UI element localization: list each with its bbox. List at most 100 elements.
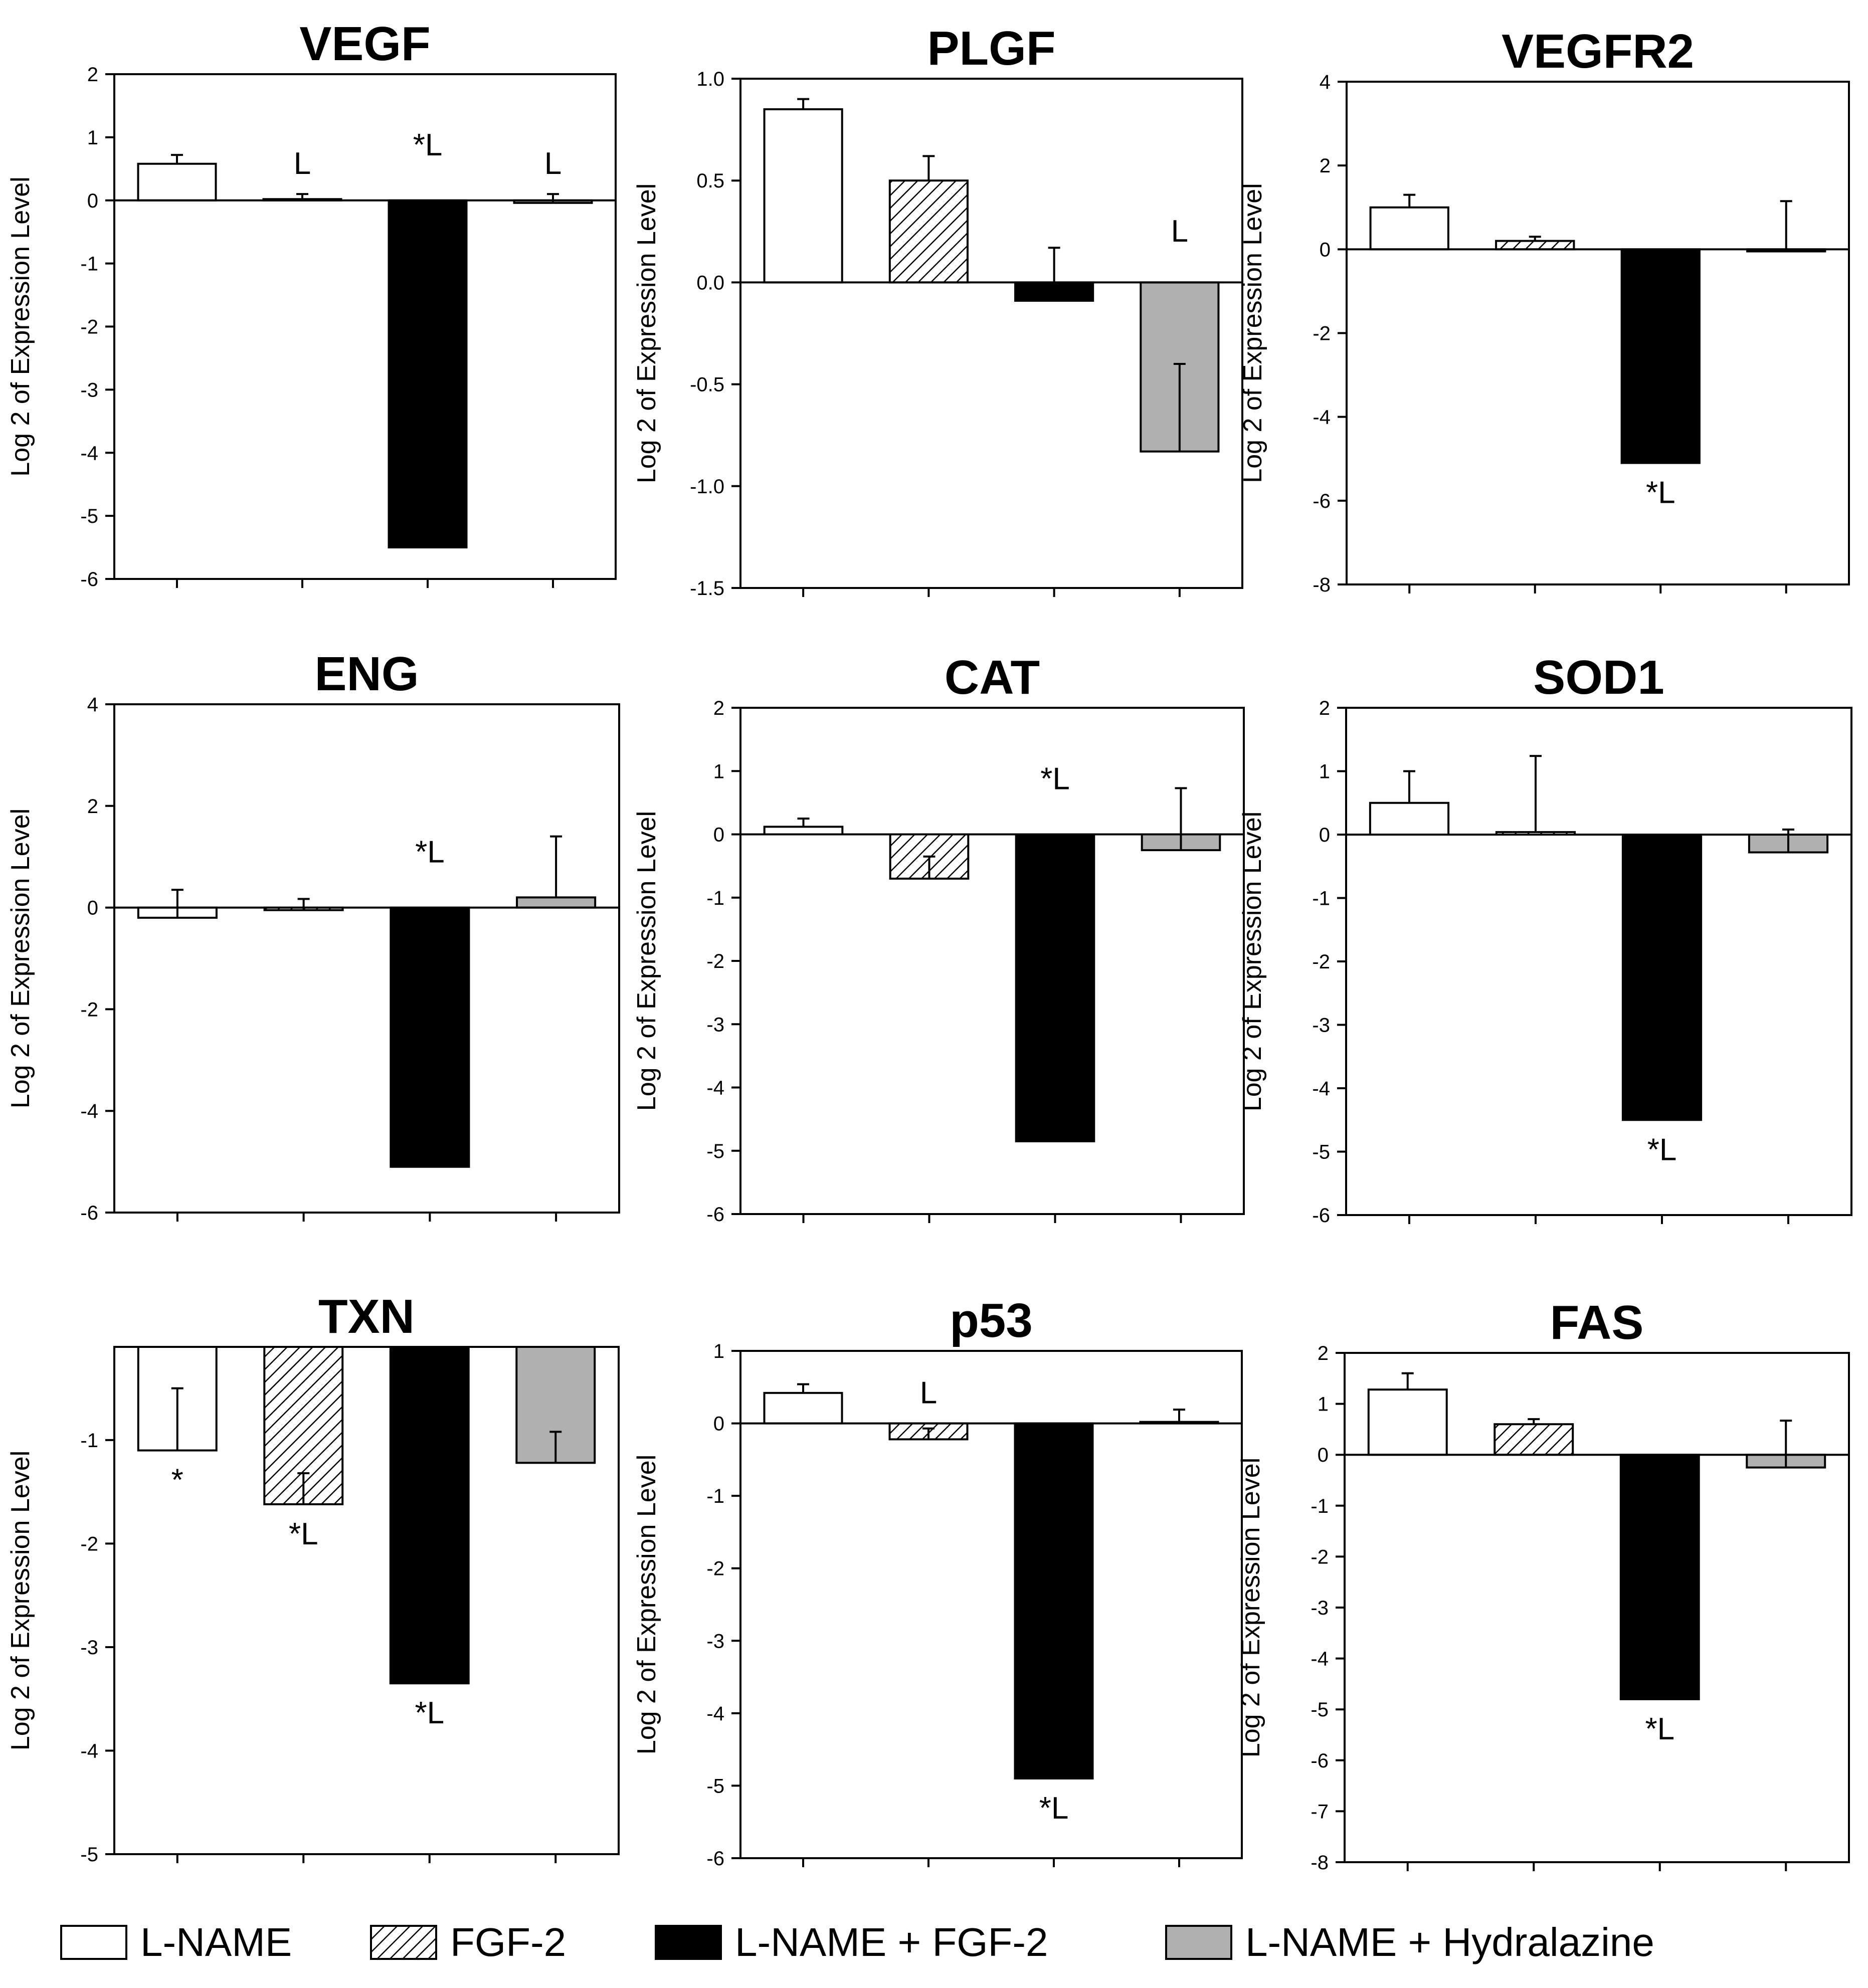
y-tick-label: -6 [1312, 1205, 1330, 1227]
bar-l-name [1367, 1388, 1448, 1456]
y-tick-label: -5 [1312, 1141, 1330, 1163]
y-tick-label: -8 [1311, 1852, 1329, 1874]
legend-swatch [370, 1925, 437, 1960]
significance-label: *L [1647, 1132, 1677, 1167]
significance-label: L [294, 146, 311, 181]
y-tick-label: -5 [706, 1775, 724, 1797]
legend-item-l-name-fgf-2: L-NAME + FGF-2 [655, 1920, 1048, 1964]
significance-label: *L [289, 1517, 318, 1551]
y-tick-label: -6 [1311, 1750, 1329, 1772]
legend-label: L-NAME [140, 1920, 292, 1964]
y-tick-label: -1 [80, 253, 98, 275]
chart-panel-txn: TXN Log 2 of Expression Level -1 -2 -3 -4 -5 * *… [6, 1290, 620, 1866]
y-tick-label: -1 [80, 1430, 98, 1452]
legend-swatch [655, 1925, 722, 1960]
y-tick-label: -1 [1312, 888, 1330, 910]
significance-label: L [1171, 214, 1188, 249]
y-tick-label: -2 [706, 1558, 724, 1580]
legend-label: FGF-2 [450, 1920, 566, 1964]
chart-title: FAS [1550, 1296, 1644, 1349]
y-tick-label: -4 [80, 442, 98, 464]
y-tick-label: 2 [87, 796, 98, 818]
significance-label: L [920, 1376, 937, 1411]
plot-frame [739, 707, 1245, 1215]
bar-l-name [763, 108, 843, 284]
chart-panels: VEGF Log 2 of Expression Level 2 1 0 -1 -2 -3 -4… [6, 17, 1852, 1874]
y-tick-label: 0.5 [696, 170, 724, 192]
y-tick-label: -6 [80, 568, 98, 590]
y-tick-label: 1 [713, 1340, 724, 1362]
y-tick-label: -2 [706, 950, 724, 972]
chart-title: PLGF [927, 22, 1056, 75]
chart-title: p53 [950, 1294, 1032, 1347]
chart-panel-sod1: SOD1 Log 2 of Expression Level 2 1 0 -1 -2 -3 -4… [1238, 651, 1852, 1227]
significance-label: *L [415, 1696, 444, 1730]
y-tick-label: 2 [1318, 1342, 1329, 1364]
y-tick-label: 1 [1319, 761, 1330, 783]
y-tick-label: 0 [87, 897, 98, 919]
y-axis-label: Log 2 of Expression Level [6, 809, 35, 1108]
y-axis-label: Log 2 of Expression Level [6, 176, 35, 476]
y-tick-label: -4 [80, 1100, 98, 1122]
chart-panel-vegf: VEGF Log 2 of Expression Level 2 1 0 -1 -2 -3 -4… [6, 17, 617, 590]
y-tick-label: 0 [713, 824, 724, 846]
legend-item-fgf-2: FGF-2 [370, 1920, 566, 1964]
y-tick-label: -4 [1312, 1078, 1330, 1100]
y-tick-label: -2 [1313, 323, 1331, 345]
legend-item-l-name-hydralazine: L-NAME + Hydralazine [1165, 1920, 1654, 1964]
y-tick-label: -8 [1313, 574, 1331, 596]
legend: L-NAME FGF-2 L-NAME + FGF-2 L-NAME + Hydral… [60, 1920, 1654, 1964]
bar-l-name-hydralazine [516, 896, 597, 909]
chart-title: SOD1 [1533, 651, 1664, 704]
y-tick-label: 0 [1320, 239, 1331, 261]
y-axis-label: Log 2 of Expression Level [1236, 1458, 1265, 1757]
significance-label: *L [1040, 762, 1070, 797]
significance-label: *L [1039, 1791, 1069, 1826]
significance-label: *L [413, 128, 443, 162]
bar-l-name [137, 162, 217, 202]
y-tick-label: -7 [1311, 1801, 1329, 1823]
bar-l-name [763, 1391, 843, 1425]
chart-panel-fas: FAS Log 2 of Expression Level 2 1 0 -1 -2 -3 -4 -… [1236, 1296, 1850, 1874]
y-tick-label: 1 [87, 127, 98, 149]
y-axis-label: Log 2 of Expression Level [6, 1451, 35, 1750]
y-tick-label: -5 [706, 1140, 724, 1162]
bar-l-name [1369, 802, 1450, 836]
plot-frame [113, 73, 617, 580]
y-tick-label: 0.0 [696, 272, 724, 294]
y-tick-label: -2 [80, 316, 98, 338]
legend-swatch [60, 1925, 127, 1960]
chart-title: CAT [945, 651, 1040, 704]
y-tick-label: -3 [80, 379, 98, 401]
significance-label: *L [1645, 1712, 1674, 1746]
bar-l-name-fgf-2 [389, 1346, 470, 1685]
y-tick-label: -1 [706, 887, 724, 909]
plot-frame [1345, 707, 1852, 1216]
bar-fgf-2 [1495, 240, 1575, 251]
significance-label: * [171, 1463, 183, 1498]
y-tick-label: 2 [713, 697, 724, 719]
chart-panel-plgf: PLGF Log 2 of Expression Level 1.0 0.5 0.0 -0… [632, 22, 1243, 600]
bar-l-name-fgf-2 [1619, 1454, 1700, 1700]
y-tick-label: 2 [87, 64, 98, 86]
y-axis-label: Log 2 of Expression Level [632, 1455, 661, 1754]
plot-frame [739, 78, 1243, 589]
y-tick-label: -6 [706, 1204, 724, 1226]
y-tick-label: -6 [706, 1848, 724, 1870]
bar-l-name-fgf-2 [1014, 1422, 1094, 1779]
chart-panel-eng: ENG Log 2 of Expression Level 4 2 0 -2 -4 -6 *L [6, 647, 620, 1224]
bar-l-name-fgf-2 [388, 199, 468, 549]
y-tick-label: -0.5 [690, 374, 724, 396]
y-axis-label: Log 2 of Expression Level [1238, 183, 1267, 483]
chart-title: VEGF [299, 17, 430, 71]
legend-label: L-NAME + FGF-2 [735, 1920, 1048, 1964]
y-tick-label: 1 [1318, 1394, 1329, 1416]
y-tick-label: 0 [1318, 1444, 1329, 1466]
y-tick-label: 0 [713, 1413, 724, 1435]
y-axis-label: Log 2 of Expression Level [1238, 812, 1267, 1111]
chart-title: TXN [318, 1290, 415, 1343]
chart-title: ENG [314, 647, 419, 701]
y-tick-label: 1.0 [696, 68, 724, 90]
y-tick-label: -3 [706, 1630, 724, 1652]
bar-l-name [1369, 206, 1449, 251]
